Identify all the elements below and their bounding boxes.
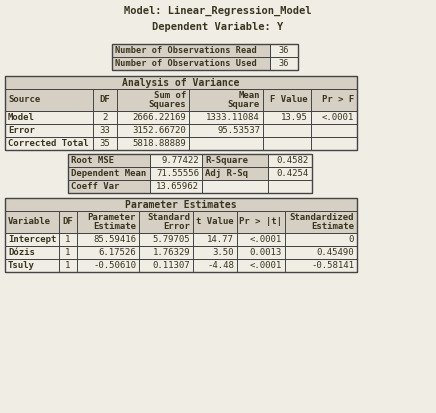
Text: -0.58141: -0.58141 xyxy=(311,261,354,270)
Bar xyxy=(5,76,357,150)
Text: <.0001: <.0001 xyxy=(250,261,282,270)
Text: 2666.22169: 2666.22169 xyxy=(132,113,186,122)
Text: Root MSE: Root MSE xyxy=(71,156,114,165)
Text: Error: Error xyxy=(8,126,35,135)
Text: 0.4582: 0.4582 xyxy=(277,156,309,165)
Bar xyxy=(5,111,357,124)
Text: 5818.88889: 5818.88889 xyxy=(132,139,186,148)
Text: Square: Square xyxy=(228,100,260,109)
Text: 1333.11084: 1333.11084 xyxy=(206,113,260,122)
Bar xyxy=(112,44,270,57)
Text: 1: 1 xyxy=(65,248,71,257)
Bar xyxy=(5,198,357,272)
Bar xyxy=(5,211,357,233)
Bar xyxy=(5,76,357,89)
Text: Dependent Mean: Dependent Mean xyxy=(71,169,146,178)
Text: 71.55556: 71.55556 xyxy=(156,169,199,178)
Text: 35: 35 xyxy=(99,139,110,148)
Text: Pr > F: Pr > F xyxy=(322,95,354,104)
Text: <.0001: <.0001 xyxy=(250,235,282,244)
Text: 0.4254: 0.4254 xyxy=(277,169,309,178)
Text: Model: Linear_Regression_Model: Model: Linear_Regression_Model xyxy=(124,6,312,16)
Bar xyxy=(68,167,150,180)
Bar xyxy=(5,246,357,259)
Text: Dózis: Dózis xyxy=(8,248,35,257)
Text: 2: 2 xyxy=(102,113,108,122)
Text: Sum of: Sum of xyxy=(154,91,186,100)
Text: Pr > |t|: Pr > |t| xyxy=(239,218,282,226)
Bar xyxy=(5,124,357,137)
Text: 14.77: 14.77 xyxy=(207,235,234,244)
Bar xyxy=(202,180,312,193)
Bar xyxy=(68,154,150,167)
Text: Variable: Variable xyxy=(8,218,51,226)
Text: R-Square: R-Square xyxy=(205,156,248,165)
Bar xyxy=(5,233,357,246)
Bar xyxy=(202,167,268,180)
Text: 0.11307: 0.11307 xyxy=(152,261,190,270)
Text: Analysis of Variance: Analysis of Variance xyxy=(122,78,240,88)
Bar xyxy=(150,180,202,193)
Text: 1: 1 xyxy=(65,235,71,244)
Text: 5.79705: 5.79705 xyxy=(152,235,190,244)
Text: Error: Error xyxy=(163,222,190,231)
Text: 3152.66720: 3152.66720 xyxy=(132,126,186,135)
Text: <.0001: <.0001 xyxy=(322,113,354,122)
Text: F Value: F Value xyxy=(270,95,308,104)
Bar xyxy=(5,89,357,111)
Bar xyxy=(112,44,298,70)
Text: Estimate: Estimate xyxy=(311,222,354,231)
Text: Dependent Variable: Y: Dependent Variable: Y xyxy=(152,22,284,32)
Text: Mean: Mean xyxy=(238,91,260,100)
Bar xyxy=(150,154,202,167)
Text: -4.48: -4.48 xyxy=(207,261,234,270)
Text: Number of Observations Used: Number of Observations Used xyxy=(115,59,257,68)
Text: 1: 1 xyxy=(65,261,71,270)
Text: 1.76329: 1.76329 xyxy=(152,248,190,257)
Text: 0.0013: 0.0013 xyxy=(250,248,282,257)
Bar xyxy=(5,198,357,211)
Text: Tsuly: Tsuly xyxy=(8,261,35,270)
Text: 0: 0 xyxy=(349,235,354,244)
Text: DF: DF xyxy=(99,95,110,104)
Text: 3.50: 3.50 xyxy=(212,248,234,257)
Bar xyxy=(112,57,270,70)
Text: Parameter: Parameter xyxy=(88,213,136,222)
Bar xyxy=(68,180,150,193)
Text: Number of Observations Read: Number of Observations Read xyxy=(115,46,257,55)
Text: 85.59416: 85.59416 xyxy=(93,235,136,244)
Bar xyxy=(5,137,357,150)
Text: Standard: Standard xyxy=(147,213,190,222)
Text: Model: Model xyxy=(8,113,35,122)
Bar xyxy=(268,154,312,167)
Text: DF: DF xyxy=(63,218,73,226)
Text: 36: 36 xyxy=(279,46,289,55)
Bar xyxy=(270,57,298,70)
Text: 9.77422: 9.77422 xyxy=(161,156,199,165)
Text: Adj R-Sq: Adj R-Sq xyxy=(205,169,248,178)
Text: Estimate: Estimate xyxy=(93,222,136,231)
Bar xyxy=(270,44,298,57)
Text: 13.95: 13.95 xyxy=(281,113,308,122)
Bar xyxy=(202,154,268,167)
Text: t Value: t Value xyxy=(196,218,234,226)
Text: 33: 33 xyxy=(99,126,110,135)
Bar xyxy=(5,259,357,272)
Text: Source: Source xyxy=(8,95,40,104)
Text: Parameter Estimates: Parameter Estimates xyxy=(125,199,237,209)
Text: Intercept: Intercept xyxy=(8,235,56,244)
Bar xyxy=(268,167,312,180)
Text: 95.53537: 95.53537 xyxy=(217,126,260,135)
Bar xyxy=(150,167,202,180)
Text: Standardized: Standardized xyxy=(290,213,354,222)
Text: -0.50610: -0.50610 xyxy=(93,261,136,270)
Text: 36: 36 xyxy=(279,59,289,68)
Text: Corrected Total: Corrected Total xyxy=(8,139,89,148)
Bar xyxy=(68,154,312,193)
Text: Squares: Squares xyxy=(148,100,186,109)
Text: 13.65962: 13.65962 xyxy=(156,182,199,191)
Text: 6.17526: 6.17526 xyxy=(99,248,136,257)
Text: Coeff Var: Coeff Var xyxy=(71,182,119,191)
Text: 0.45490: 0.45490 xyxy=(317,248,354,257)
